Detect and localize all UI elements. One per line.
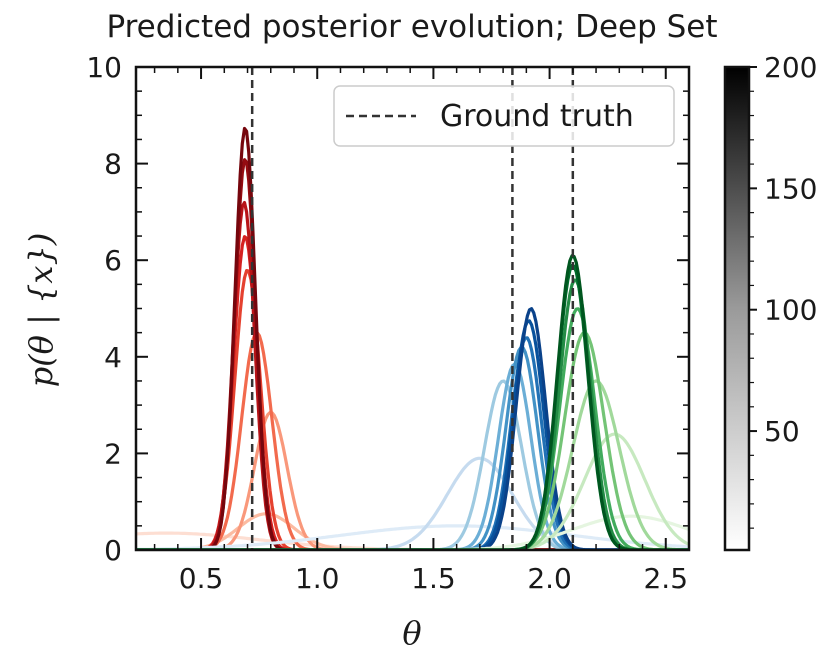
greens-posterior-curve-8 <box>136 254 689 550</box>
y-tick-label: 8 <box>104 148 122 181</box>
y-tick-label: 6 <box>104 244 122 277</box>
y-tick-label: 10 <box>86 51 122 84</box>
legend: Ground truth <box>333 85 675 147</box>
greens-posterior-curve-6 <box>136 278 689 550</box>
posterior-curves <box>136 126 689 550</box>
plot-frame <box>134 65 691 552</box>
y-tick-label: 0 <box>104 534 122 567</box>
x-tick-label: 1.5 <box>411 562 456 595</box>
colorbar-tick-label: 150 <box>764 172 817 205</box>
y-tick-label: 2 <box>104 437 122 470</box>
x-tick-label: 1.0 <box>295 562 340 595</box>
y-tick-label: 4 <box>104 341 122 374</box>
chart-title: Predicted posterior evolution; Deep Set <box>106 9 717 45</box>
x-tick-label: 2.5 <box>643 562 688 595</box>
x-axis-label: θ <box>402 614 421 652</box>
reds-posterior-curve-4 <box>136 331 689 550</box>
colorbar-tick-label: 100 <box>764 294 817 327</box>
colorbar-gradient <box>723 65 751 552</box>
ground-truth-lines <box>250 67 575 550</box>
greens-posterior-curve-1 <box>136 514 689 550</box>
reds-posterior-curve-2 <box>136 512 689 550</box>
axis-ticks: 0.5 1.0 1.5 2.0 2.5 0 2 4 6 8 10 <box>86 51 690 595</box>
reds-posterior-curve-7 <box>136 200 689 550</box>
colorbar-tick-label: 50 <box>764 415 800 448</box>
colorbar-ticks: 50 100 150 200 <box>749 51 817 529</box>
legend-box <box>333 85 675 147</box>
y-axis-label: p(θ | {x}) <box>22 233 60 388</box>
blues-posterior-curve-1 <box>136 524 689 550</box>
legend-label: Ground truth <box>440 99 634 134</box>
colorbar: 50 100 150 200 <box>723 51 817 552</box>
greens-posterior-curve-3 <box>136 379 689 550</box>
reds-posterior-curve-9 <box>136 126 689 550</box>
colorbar-tick-label: 200 <box>764 51 817 84</box>
x-tick-label: 2.0 <box>527 562 572 595</box>
x-tick-label: 0.5 <box>179 562 224 595</box>
greens-posterior-curve-5 <box>136 307 689 550</box>
greens-posterior-curve-4 <box>136 331 689 550</box>
